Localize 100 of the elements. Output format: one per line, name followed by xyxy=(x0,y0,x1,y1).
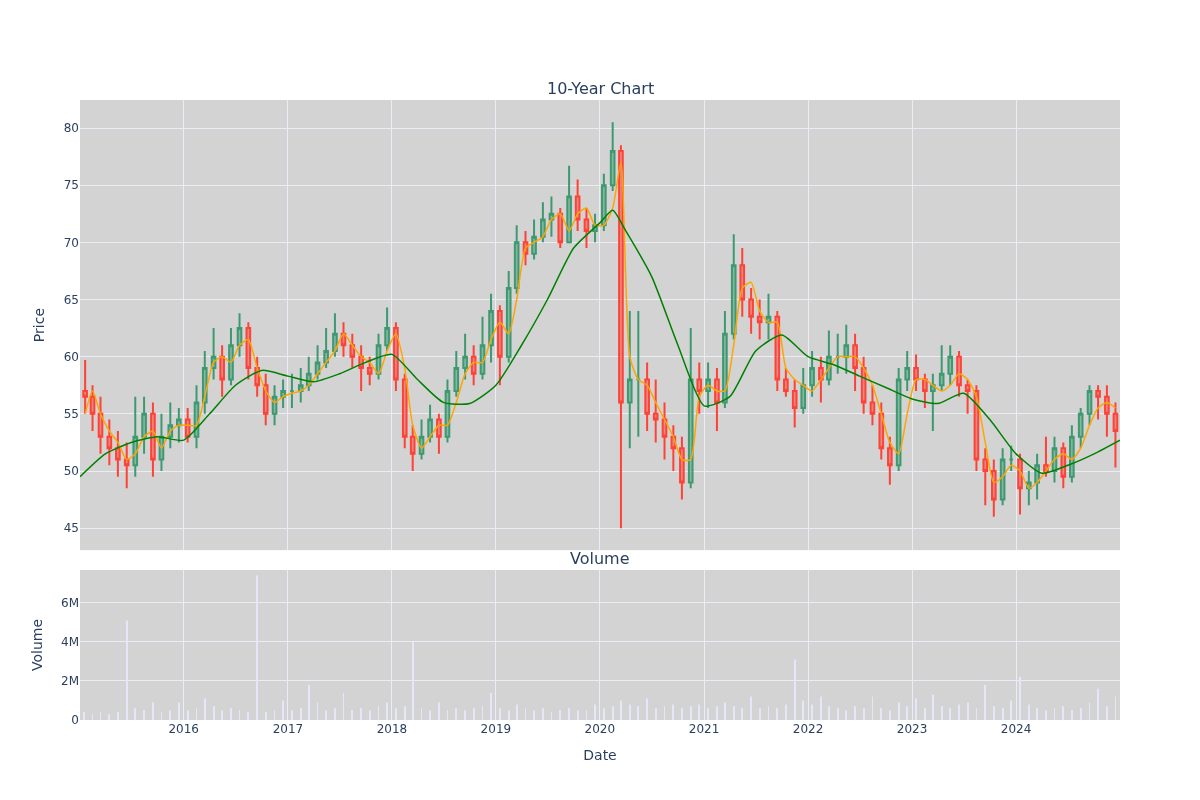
candlestick xyxy=(1104,384,1110,438)
line-series xyxy=(80,209,1120,478)
candlestick xyxy=(791,378,798,429)
candlestick xyxy=(982,447,989,507)
bar xyxy=(612,706,614,720)
bar xyxy=(1028,704,1030,720)
candlestick xyxy=(1069,424,1075,484)
candlestick xyxy=(219,344,225,398)
bar xyxy=(594,704,596,720)
bar xyxy=(828,706,830,720)
candlestick xyxy=(583,207,590,250)
bar xyxy=(325,710,327,720)
candlestick xyxy=(228,327,234,387)
bar xyxy=(655,708,657,720)
candlestick xyxy=(904,349,911,392)
candlestick xyxy=(938,344,945,392)
x-tick-label: 2024 xyxy=(1000,722,1032,736)
candlestick xyxy=(505,269,512,364)
bar xyxy=(924,708,926,720)
candlestick xyxy=(730,233,737,341)
x-tick-label: 2023 xyxy=(896,722,928,736)
candlestick xyxy=(783,367,789,398)
bar xyxy=(117,712,119,720)
bar xyxy=(577,710,579,720)
bar xyxy=(681,708,683,720)
bar xyxy=(108,714,110,720)
candlestick xyxy=(332,312,338,358)
bar xyxy=(637,706,639,720)
candlestick xyxy=(427,403,433,444)
bar xyxy=(178,702,180,720)
bar xyxy=(802,700,804,720)
bar xyxy=(187,710,189,720)
bar xyxy=(508,710,510,720)
bar xyxy=(464,710,466,720)
candlestick xyxy=(401,372,408,450)
bar xyxy=(646,698,648,720)
bar xyxy=(1002,708,1004,720)
candlestick xyxy=(409,424,416,472)
bar xyxy=(542,708,544,720)
y-tick-label: 4M xyxy=(61,635,79,650)
candlestick xyxy=(340,321,347,358)
candlestick xyxy=(843,323,850,375)
candlestick xyxy=(826,329,832,387)
bar xyxy=(300,708,302,720)
candlestick xyxy=(800,367,807,415)
candlestick xyxy=(922,372,928,410)
bar xyxy=(395,708,397,720)
candlestick xyxy=(1026,470,1032,507)
candlestick xyxy=(132,395,139,478)
candlestick xyxy=(176,407,182,444)
candlestick xyxy=(739,247,746,318)
candlestick xyxy=(82,359,88,415)
bar xyxy=(1036,708,1038,720)
bar xyxy=(559,710,561,720)
bar xyxy=(785,704,787,720)
bar xyxy=(1010,700,1012,720)
candlestick xyxy=(878,401,885,461)
candlestick xyxy=(557,207,564,250)
bar xyxy=(404,706,406,720)
candlestick xyxy=(418,418,425,461)
candlestick xyxy=(1008,444,1014,472)
candlestick xyxy=(626,309,633,450)
bar xyxy=(360,708,362,720)
candlestick xyxy=(765,292,772,341)
candlestick xyxy=(193,384,200,450)
y-tick-label: 60 xyxy=(63,349,79,364)
candlestick xyxy=(999,447,1006,507)
y-tick-label: 80 xyxy=(63,121,79,136)
candlestick xyxy=(289,372,295,410)
candlestick xyxy=(1017,452,1023,516)
bar xyxy=(221,710,223,720)
bar xyxy=(247,712,249,720)
line-series xyxy=(84,161,1117,489)
bar xyxy=(690,706,692,720)
x-tick-label: 2020 xyxy=(584,722,616,736)
candlestick xyxy=(714,367,720,432)
candlestick xyxy=(670,424,677,472)
candlestick xyxy=(609,121,616,192)
bar xyxy=(854,706,856,720)
bar xyxy=(741,708,743,720)
x-tick-label: 2018 xyxy=(376,722,408,736)
bar xyxy=(906,706,908,720)
bar xyxy=(204,698,206,720)
candlestick xyxy=(930,372,936,432)
candlestick xyxy=(566,164,572,244)
candlestick xyxy=(947,344,954,387)
bar xyxy=(603,708,605,720)
bar xyxy=(429,710,431,720)
candlestick xyxy=(722,309,728,410)
bar xyxy=(334,708,336,720)
candlestick xyxy=(618,144,624,530)
chart-title: 10-Year Chart xyxy=(547,79,655,98)
bar xyxy=(152,702,154,720)
candlestick xyxy=(384,306,390,352)
bar xyxy=(880,708,882,720)
candlestick xyxy=(687,327,694,490)
candlestick xyxy=(358,344,364,392)
candlestick xyxy=(809,349,815,398)
bar xyxy=(386,702,388,720)
candlestick xyxy=(323,327,329,370)
